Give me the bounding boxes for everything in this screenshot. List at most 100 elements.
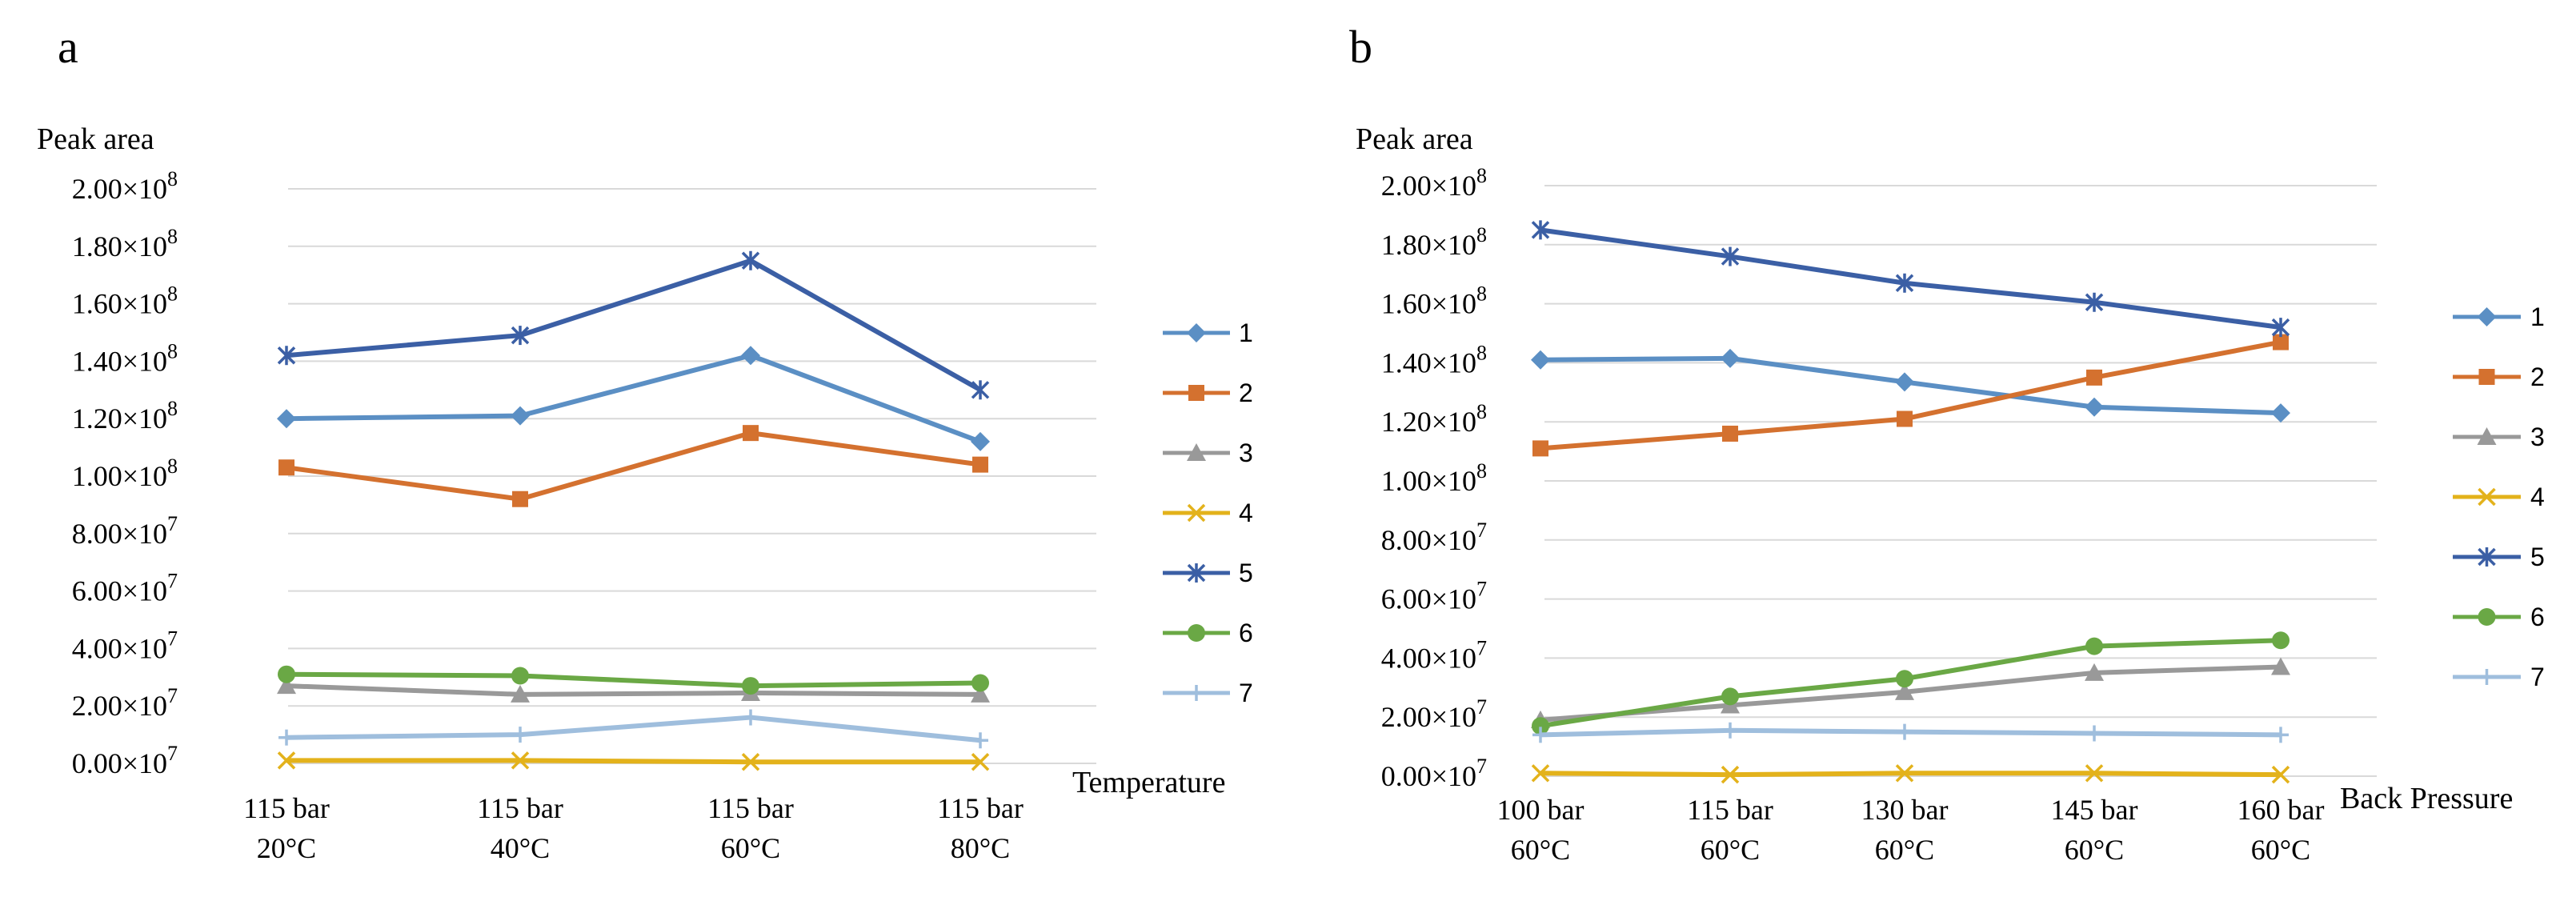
data-point [511,406,530,426]
legend-label: 5 [1239,559,1253,587]
legend-item-6: 6 [1163,619,1253,647]
data-point [2086,725,2102,742]
legend-label: 4 [1239,499,1253,527]
y-tick-label: 0.00×107 [72,742,178,779]
legend-marker [1187,503,1206,523]
x-tick-label-sub: 60°C [2065,834,2124,866]
data-point [1895,682,1914,700]
legend-item-5: 5 [1163,559,1253,587]
y-tick-label: 2.00×108 [1381,164,1487,202]
y-tick-label: 1.60×108 [1381,282,1487,320]
legend-marker [2478,369,2495,385]
x-tick-label-sub: 40°C [491,832,550,864]
legend-marker [2478,547,2496,567]
x-axis-label: Temperature [1072,766,1225,799]
x-tick-label-sub: 60°C [1701,834,1760,866]
legend-marker [2477,307,2497,326]
x-tick-label-sub: 60°C [721,832,780,864]
series-2 [278,425,988,507]
legend-label: 1 [1239,318,1253,347]
legend-label: 7 [1239,679,1253,707]
legend-marker [1187,563,1206,583]
y-axis-label: Peak area [1356,122,1473,156]
data-point [1895,764,1914,783]
x-axis-label: Back Pressure [2340,782,2513,815]
series-line [286,715,981,743]
legend-label: 4 [2530,483,2545,511]
series-line [286,683,981,697]
data-point [2085,292,2104,312]
series-2 [1532,334,2289,457]
data-point [2273,334,2289,350]
panel-letter: a [58,21,78,73]
legend-marker [1188,385,1204,401]
legend-marker [2477,427,2497,445]
data-point [743,425,759,442]
data-point [2085,663,2104,681]
y-tick-label: 1.20×108 [72,397,178,434]
x-tick-label: 115 bar [1687,794,1773,826]
legend-item-2: 2 [1163,378,1253,407]
y-tick-label: 1.00×108 [1381,459,1487,497]
data-point [972,456,988,473]
legend-item-4: 4 [1163,499,1253,527]
data-point [277,409,296,429]
legend-marker [1187,323,1206,342]
data-point [1895,372,1914,392]
data-point [1721,765,1740,784]
chart-panel-b: b Peak area 0.00×107 2.00×107 4.00×107 6.00×1… [1349,21,2545,866]
x-tick-label: 115 bar [707,792,794,824]
data-point [741,250,760,270]
data-point [2085,637,2103,655]
data-point [278,665,295,683]
legend: 1 2 3 4 5 6 7 [2453,302,2545,691]
data-point [972,674,989,692]
series-4 [277,751,990,771]
legend-label: 1 [2530,302,2545,331]
data-point [511,684,530,703]
data-point [278,459,294,476]
data-point [1895,273,1914,293]
data-point [2273,727,2289,743]
legend-marker [2478,487,2496,507]
legend-item-4: 4 [2453,483,2545,511]
data-point [741,346,760,366]
legend-marker [1188,685,1204,701]
legend-label: 6 [2530,603,2545,631]
data-point [743,709,759,726]
y-tick-label: 1.80×108 [72,225,178,262]
data-point [971,380,990,400]
series-line [286,258,982,392]
y-tick-label: 4.00×107 [1381,636,1487,674]
legend-label: 5 [2530,543,2545,571]
data-point [971,431,990,451]
legend-item-1: 1 [1163,318,1253,347]
y-tick-label: 1.40×108 [72,339,178,377]
legend-marker [1188,624,1205,642]
data-point [972,732,988,749]
legend-marker [2478,608,2496,626]
data-point [1722,425,1738,442]
data-point [2272,631,2290,650]
legend-item-2: 2 [2453,362,2545,391]
series-line [286,758,980,765]
data-point [1531,764,1550,783]
x-tick-label: 160 bar [2237,794,2325,826]
y-tick-label: 1.80×108 [1381,223,1487,261]
series-6 [1532,631,2290,735]
legend-label: 7 [2530,663,2545,691]
x-tick-label: 100 bar [1497,794,1584,826]
data-point [1722,722,1738,739]
legend-item-5: 5 [2453,543,2545,571]
series-5 [1531,220,2290,338]
series-7 [1532,722,2289,743]
legend-item-7: 7 [2453,663,2545,691]
data-point [2085,397,2104,417]
data-point [742,677,759,695]
data-point [1897,723,1913,740]
data-point [511,751,530,770]
legend-item-1: 1 [2453,302,2545,331]
x-tick-label: 115 bar [477,792,563,824]
series-1 [1531,348,2290,423]
